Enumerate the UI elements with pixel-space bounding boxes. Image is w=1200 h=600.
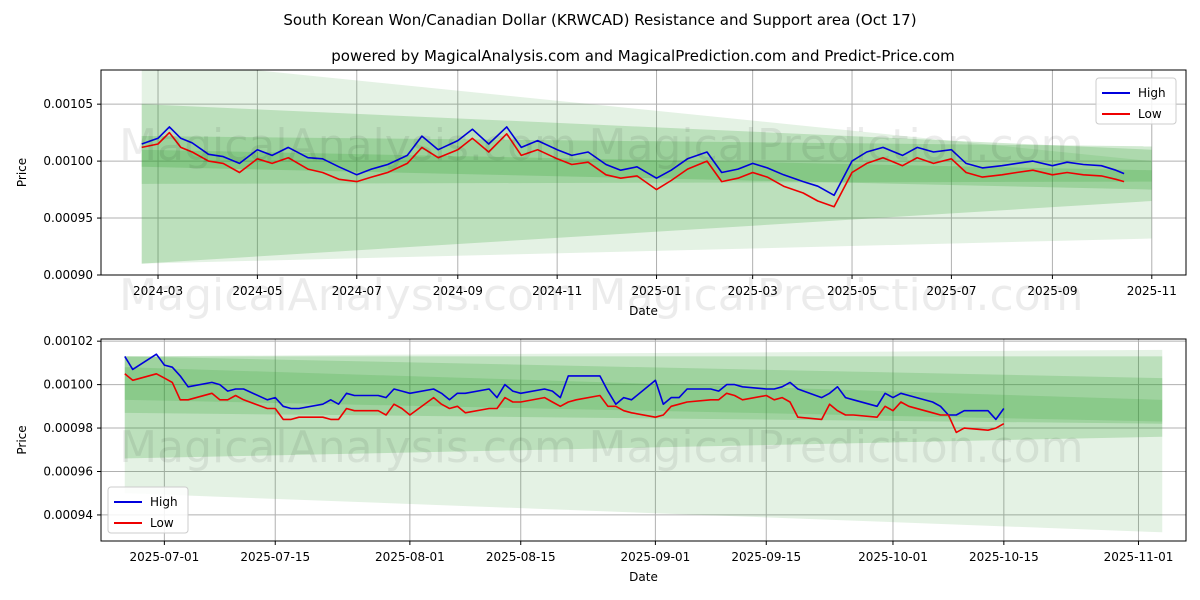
x-tick-label: 2025-11-01 [1104, 550, 1174, 564]
watermark-prediction-top: MagicalPrediction.com [589, 120, 1084, 171]
high-series-line [124, 353, 1005, 421]
x-tick-label: 2025-01 [631, 284, 681, 298]
legend-label-high: High [1138, 86, 1166, 100]
y-tick-label: 0.00102 [43, 334, 93, 348]
x-tick-label: 2025-03 [728, 284, 778, 298]
low-series-line [124, 372, 1005, 434]
legend-label-low: Low [150, 516, 174, 530]
band-group [141, 70, 1152, 264]
x-tick-label: 2025-10-01 [858, 550, 928, 564]
support-resistance-band [124, 367, 1163, 422]
x-axis-label: Date [629, 570, 658, 584]
bottom-panel: 2025-07-01 2025-07-15 2025-08-01 2025-08-15… [15, 334, 1187, 584]
x-tick-label: 2025-10-15 [969, 550, 1039, 564]
x-tick-label: 2025-08-15 [486, 550, 556, 564]
legend-box [1095, 77, 1177, 125]
x-axis-label: Date [629, 304, 658, 318]
x-tick-label: 2024-05 [232, 284, 282, 298]
x-tick-label: 2025-07-15 [240, 550, 310, 564]
x-tick-label: 2024-11 [532, 284, 582, 298]
legend-label-high: High [150, 495, 178, 509]
y-tick-label: 0.00100 [43, 378, 93, 392]
plot-frame [100, 69, 1187, 276]
watermark-prediction-bottom: MagicalPrediction.com [589, 422, 1084, 473]
support-resistance-band [124, 349, 1163, 533]
x-tick-label: 2025-09-15 [731, 550, 801, 564]
watermark-analysis-mid: MagicalAnalysis.com [119, 270, 577, 321]
y-axis-label: Price [15, 425, 29, 454]
support-resistance-band [141, 104, 1152, 264]
x-tick-label: 2025-09-01 [621, 550, 691, 564]
series-group [124, 353, 1005, 434]
watermark-analysis-bottom: MagicalAnalysis.com [119, 422, 577, 473]
x-tick-label: 2025-09 [1027, 284, 1077, 298]
high-series-line [141, 126, 1125, 197]
watermark-prediction-mid: MagicalPrediction.com [589, 270, 1084, 321]
legend-label-low: Low [1138, 107, 1162, 121]
y-tick-label: 0.00096 [43, 464, 93, 478]
x-tick-label: 2024-09 [433, 284, 483, 298]
support-resistance-band [141, 149, 1152, 184]
x-tick-label: 2025-11 [1127, 284, 1177, 298]
support-resistance-band [141, 136, 1152, 190]
y-axis-label: Price [15, 158, 29, 187]
legend-box [107, 486, 189, 534]
plot-frame [100, 338, 1187, 542]
y-tick-label: 0.00098 [43, 421, 93, 435]
y-tick-label: 0.00090 [43, 268, 93, 282]
x-tick-label: 2025-07 [926, 284, 976, 298]
y-tick-label: 0.00095 [43, 211, 93, 225]
chart-title: South Korean Won/Canadian Dollar (KRWCAD… [283, 11, 916, 29]
series-group [141, 126, 1125, 208]
y-tick-label: 0.00105 [43, 97, 93, 111]
support-resistance-band [141, 70, 1152, 264]
support-resistance-band [124, 356, 1163, 459]
y-tick-label: 0.00100 [43, 154, 93, 168]
x-tick-label: 2024-03 [133, 284, 183, 298]
top-panel: 2024-03 2024-05 2024-07 2024-09 2024-11 2025-… [15, 69, 1187, 318]
x-tick-label: 2025-08-01 [375, 550, 445, 564]
x-tick-label: 2025-07-01 [129, 550, 199, 564]
x-tick-label: 2024-07 [332, 284, 382, 298]
x-tick-label: 2025-05 [827, 284, 877, 298]
y-tick-label: 0.00094 [43, 508, 93, 522]
watermark-analysis-top: MagicalAnalysis.com [119, 120, 577, 171]
low-series-line [141, 131, 1125, 208]
chart-subtitle: powered by MagicalAnalysis.com and Magic… [331, 47, 955, 65]
